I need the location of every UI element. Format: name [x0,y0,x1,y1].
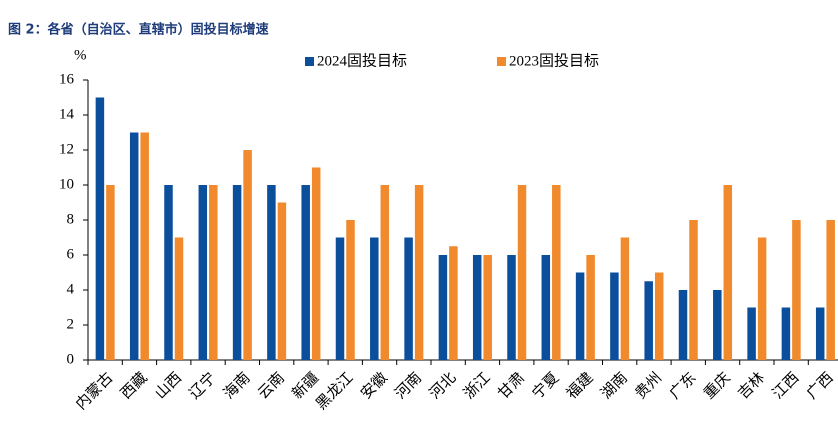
bar [198,185,208,360]
y-tick-label: 12 [59,141,74,157]
bar [723,185,733,360]
bar [438,255,448,360]
bar [277,202,287,360]
bar [575,272,585,360]
bar [414,185,424,360]
legend-label: 2024固投目标 [317,52,407,69]
bar [232,185,242,360]
bar [140,132,149,360]
bar [678,290,688,360]
x-tick-label: 贵州 [632,369,665,402]
x-tick-label: 黑龙江 [313,369,357,413]
y-tick-label: 2 [67,316,75,332]
x-tick-label: 广西 [803,369,836,402]
legend-swatch [497,57,506,66]
bar [404,237,413,360]
bar [129,132,139,360]
bar [507,255,516,360]
bar [826,220,835,360]
bar [106,185,115,360]
x-tick-label: 辽宁 [186,369,219,402]
bar [757,237,767,360]
bar [689,220,698,360]
bar [311,167,321,360]
legend-swatch [305,57,314,66]
x-tick-label: 重庆 [701,369,734,402]
y-tick-label: 16 [59,71,75,87]
x-tick-label: 江西 [769,369,802,402]
bar [346,220,355,360]
bar [335,237,345,360]
x-tick-label: 云南 [255,369,288,402]
bar [747,307,756,360]
x-tick-label: 广东 [666,369,699,402]
bar [517,185,527,360]
x-tick-label: 吉林 [735,369,768,402]
bar [620,237,630,360]
bar [243,150,252,360]
x-tick-label: 河南 [392,369,425,402]
x-tick-label: 山西 [152,369,185,402]
x-tick-label: 甘肃 [495,369,528,402]
bar [586,255,595,360]
y-axis-unit: % [74,47,87,63]
x-tick-label: 内蒙古 [73,369,117,413]
bar [483,255,492,360]
bar [449,246,458,360]
legend-label: 2023固投目标 [509,52,599,69]
bar [713,290,722,360]
x-tick-label: 宁夏 [529,369,562,402]
x-tick-label: 西藏 [117,369,150,402]
bar [380,185,390,360]
bar [610,272,619,360]
x-tick-label: 海南 [220,369,253,402]
x-tick-label: 浙江 [460,369,493,402]
bar [370,237,379,360]
y-tick-label: 6 [67,246,75,262]
y-tick-label: 8 [67,211,75,227]
x-tick-label: 安徽 [358,369,391,402]
bar [654,272,664,360]
bar [644,281,653,360]
bar [267,185,276,360]
bar [301,185,310,360]
y-tick-label: 4 [67,281,75,297]
y-tick-label: 14 [59,106,75,122]
x-tick-label: 湖南 [598,369,631,402]
y-tick-label: 0 [67,351,75,367]
bar [781,307,791,360]
bar [552,185,561,360]
bar [164,185,173,360]
y-tick-label: 10 [59,176,74,192]
bar [541,255,551,360]
bar [95,97,105,360]
bar [174,237,184,360]
chart-title: 图 2：各省（自治区、直辖市）固投目标增速 [8,22,269,38]
bar [792,220,801,360]
x-tick-label: 福建 [563,369,596,402]
bar [472,255,482,360]
bar [815,307,825,360]
x-tick-label: 河北 [426,369,459,402]
bar [209,185,218,360]
